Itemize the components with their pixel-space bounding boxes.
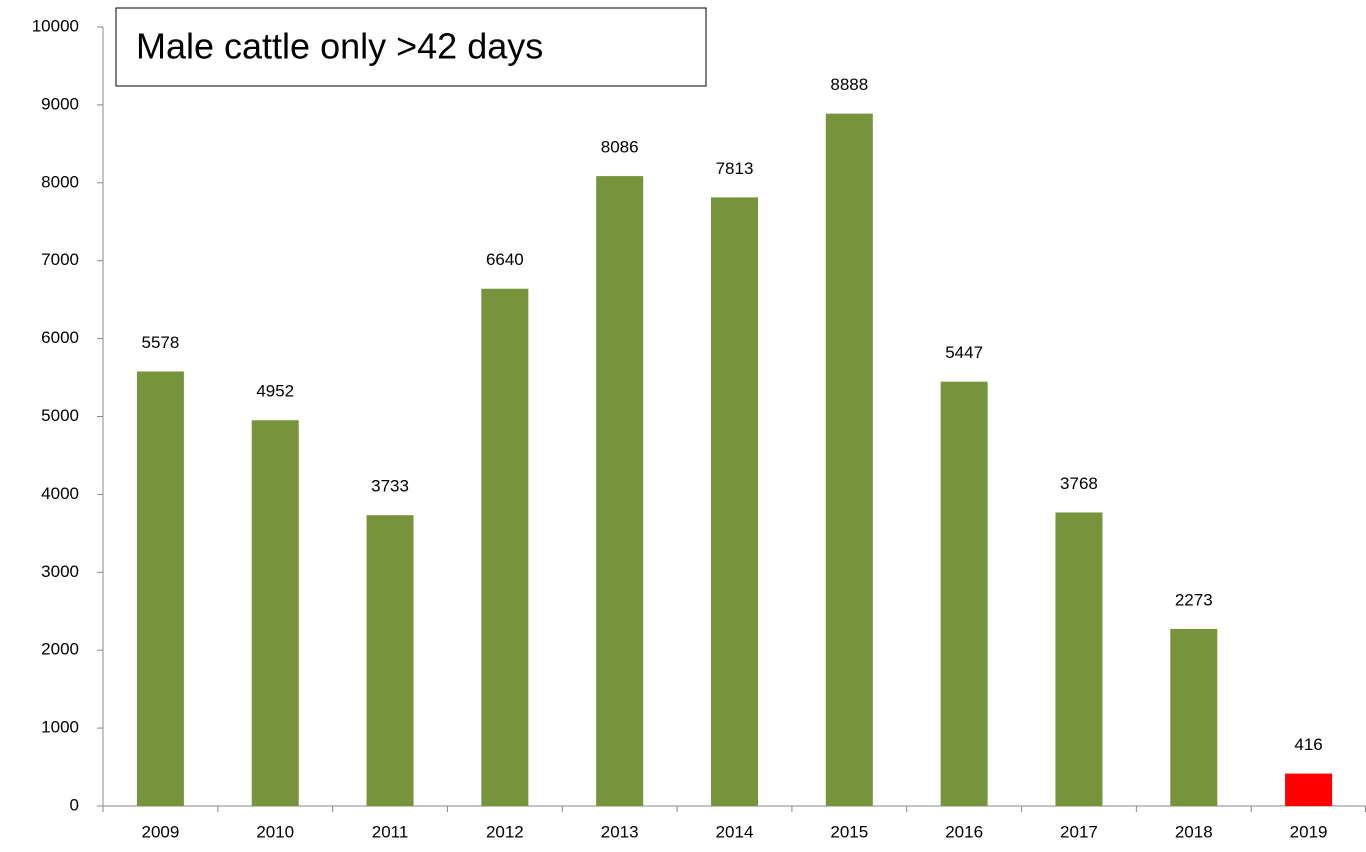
bar [366, 515, 414, 806]
data-label: 3768 [1060, 474, 1098, 493]
bar [1055, 512, 1103, 806]
data-label: 8888 [830, 75, 868, 94]
x-tick-label: 2009 [141, 822, 179, 841]
bar [596, 176, 644, 807]
bar [136, 371, 184, 806]
y-tick-label: 10000 [32, 16, 79, 35]
x-tick-label: 2015 [830, 822, 868, 841]
data-label: 2273 [1175, 590, 1213, 609]
y-tick-label: 0 [70, 795, 79, 814]
bar [1170, 628, 1218, 806]
bar [481, 288, 529, 806]
x-tick-label: 2010 [256, 822, 294, 841]
y-tick-label: 4000 [41, 484, 79, 503]
y-tick-label: 6000 [41, 328, 79, 347]
y-tick-label: 8000 [41, 172, 79, 191]
bar [711, 197, 758, 806]
x-tick-label: 2018 [1175, 822, 1213, 841]
bar [1285, 773, 1333, 806]
x-tick-label: 2019 [1290, 822, 1328, 841]
x-tick-label: 2014 [716, 822, 754, 841]
data-label: 4952 [256, 382, 294, 401]
y-tick-label: 9000 [41, 94, 79, 113]
bar [940, 381, 988, 806]
y-tick-label: 5000 [41, 406, 79, 425]
data-label: 6640 [486, 250, 524, 269]
chart-title: Male cattle only >42 days [136, 26, 543, 67]
data-label: 3733 [371, 477, 409, 496]
bar [825, 113, 873, 806]
x-tick-label: 2017 [1060, 822, 1098, 841]
data-label: 8086 [601, 138, 639, 157]
y-tick-label: 7000 [41, 250, 79, 269]
y-tick-label: 1000 [41, 718, 79, 737]
y-tick-label: 2000 [41, 640, 79, 659]
x-tick-label: 2016 [945, 822, 983, 841]
data-label: 5447 [945, 343, 983, 362]
y-tick-label: 3000 [41, 562, 79, 581]
bar [251, 420, 299, 806]
x-tick-label: 2013 [601, 822, 639, 841]
x-tick-label: 2011 [372, 822, 409, 841]
data-label: 5578 [141, 333, 179, 352]
data-label: 416 [1294, 735, 1322, 754]
x-tick-label: 2012 [486, 822, 524, 841]
title-box [115, 7, 707, 87]
data-label: 7813 [716, 159, 754, 178]
